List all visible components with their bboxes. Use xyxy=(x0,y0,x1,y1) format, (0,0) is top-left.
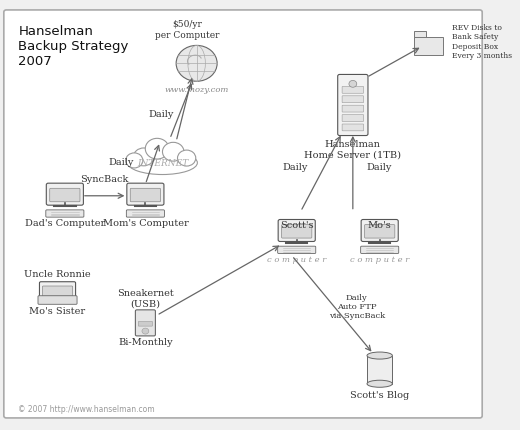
Text: Scott's Blog: Scott's Blog xyxy=(350,391,409,400)
Polygon shape xyxy=(367,356,393,384)
Circle shape xyxy=(134,148,154,166)
Circle shape xyxy=(162,142,184,161)
Text: Sneakernet
(USB): Sneakernet (USB) xyxy=(117,289,174,308)
Text: $50/yr
per Computer: $50/yr per Computer xyxy=(154,21,219,40)
Text: Mo's Sister: Mo's Sister xyxy=(30,307,86,316)
Text: Daily: Daily xyxy=(282,163,307,172)
Text: INTERNET: INTERNET xyxy=(137,159,188,168)
Text: SyncBack: SyncBack xyxy=(80,175,128,184)
FancyBboxPatch shape xyxy=(127,183,164,205)
FancyBboxPatch shape xyxy=(278,246,316,253)
Circle shape xyxy=(126,153,143,168)
Circle shape xyxy=(176,46,217,81)
Text: c o m p u t e r: c o m p u t e r xyxy=(267,255,327,264)
Text: c o m p u t e r: c o m p u t e r xyxy=(350,255,409,264)
FancyBboxPatch shape xyxy=(342,115,363,121)
Text: Dad's Computer: Dad's Computer xyxy=(25,219,105,228)
Text: Bi-Monthly: Bi-Monthly xyxy=(118,338,173,347)
Ellipse shape xyxy=(127,151,198,175)
Text: Uncle Ronnie: Uncle Ronnie xyxy=(24,270,91,279)
Ellipse shape xyxy=(367,380,393,387)
FancyBboxPatch shape xyxy=(365,224,395,238)
Text: Daily
Auto FTP
via SyncBack: Daily Auto FTP via SyncBack xyxy=(329,294,385,320)
Text: REV Disks to
Bank Safety
Deposit Box
Every 3 months: REV Disks to Bank Safety Deposit Box Eve… xyxy=(452,24,512,60)
FancyBboxPatch shape xyxy=(342,96,363,103)
FancyBboxPatch shape xyxy=(342,86,363,93)
Polygon shape xyxy=(414,37,443,55)
FancyBboxPatch shape xyxy=(46,210,84,217)
Text: Daily: Daily xyxy=(148,110,174,119)
Circle shape xyxy=(145,138,169,159)
FancyBboxPatch shape xyxy=(43,286,73,296)
FancyBboxPatch shape xyxy=(138,321,152,326)
Text: Hanselman
Home Server (1TB): Hanselman Home Server (1TB) xyxy=(304,140,401,160)
Ellipse shape xyxy=(367,352,393,359)
FancyBboxPatch shape xyxy=(46,183,83,205)
FancyBboxPatch shape xyxy=(361,219,398,242)
Text: www.mozy.com: www.mozy.com xyxy=(164,86,229,94)
FancyBboxPatch shape xyxy=(126,210,164,217)
FancyBboxPatch shape xyxy=(281,224,312,238)
Text: Mo's: Mo's xyxy=(368,221,392,230)
Text: © 2007 http://www.hanselman.com: © 2007 http://www.hanselman.com xyxy=(19,405,155,414)
FancyBboxPatch shape xyxy=(337,74,368,135)
FancyBboxPatch shape xyxy=(38,296,77,304)
FancyBboxPatch shape xyxy=(342,124,363,131)
FancyBboxPatch shape xyxy=(278,219,315,242)
Text: Hanselman
Backup Strategy
2007: Hanselman Backup Strategy 2007 xyxy=(19,25,129,68)
Text: Scott's: Scott's xyxy=(280,221,314,230)
Circle shape xyxy=(177,150,196,166)
FancyBboxPatch shape xyxy=(130,188,161,202)
FancyBboxPatch shape xyxy=(50,188,80,202)
FancyBboxPatch shape xyxy=(135,310,155,336)
Circle shape xyxy=(349,80,357,87)
Text: Daily: Daily xyxy=(109,158,134,167)
Text: Daily: Daily xyxy=(367,163,392,172)
Circle shape xyxy=(142,328,149,334)
Text: Mom's Computer: Mom's Computer xyxy=(102,219,188,228)
FancyBboxPatch shape xyxy=(361,246,399,253)
FancyBboxPatch shape xyxy=(342,105,363,112)
Polygon shape xyxy=(414,31,426,38)
FancyBboxPatch shape xyxy=(4,10,482,418)
FancyBboxPatch shape xyxy=(40,282,75,299)
